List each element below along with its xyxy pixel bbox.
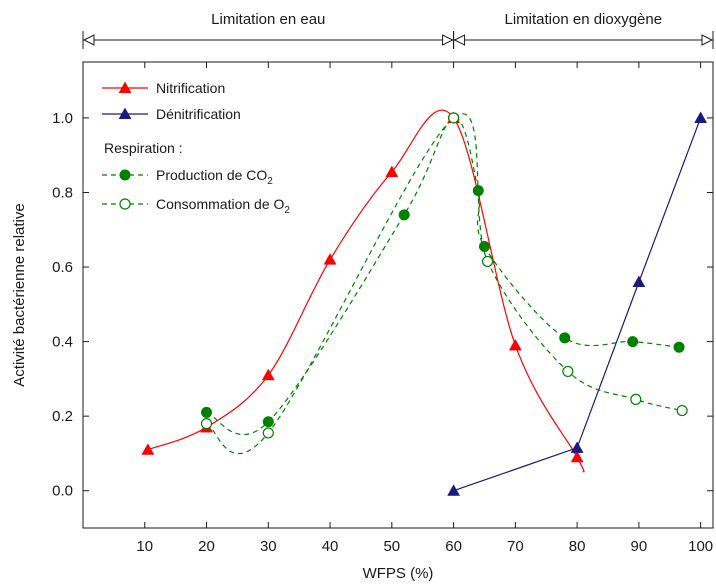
point-nitrification [385,165,399,178]
x-tick-label: 80 [569,538,586,555]
legend-marker-consommation-de-o2 [119,198,131,210]
point-production-de-co2 [478,241,490,253]
legend-marker-nitrification [118,81,132,94]
y-tick-label: 0.2 [52,408,73,425]
y-axis-label: Activité bactérienne relative [11,203,28,386]
point-nitrification [508,338,522,351]
legend-marker-production-de-co2 [119,169,131,181]
x-tick-label: 50 [383,538,400,555]
point-denitrification [447,484,461,496]
point-nitrification [261,368,275,381]
point-nitrification [141,443,155,455]
region-label: Limitation en eau [211,11,325,28]
point-production-de-co2 [201,406,213,418]
x-tick-label: 10 [136,538,153,555]
x-axis-label: WFPS (%) [363,565,434,582]
point-consommation-de-o2 [447,112,460,124]
y-tick-label: 0.8 [52,184,73,201]
point-consommation-de-o2 [200,418,213,430]
point-consommation-de-o2 [481,255,494,268]
point-nitrification [570,450,584,463]
legend-marker-denitrification [118,107,132,120]
point-consommation-de-o2 [562,365,574,378]
point-production-de-co2 [262,416,274,428]
point-nitrification [323,253,337,265]
series-line-denitrification [453,117,702,492]
y-tick-label: 0.6 [52,259,73,276]
region-arrowhead [701,34,714,46]
y-tick-label: 0.0 [52,483,73,500]
region-arrowhead [82,34,95,46]
point-consommation-de-o2 [630,393,642,405]
point-denitrification [694,111,708,123]
legend-label-denitrification: Dénitrification [156,106,241,122]
x-tick-label: 30 [260,538,277,555]
point-production-de-co2 [472,185,484,197]
point-production-de-co2 [627,336,639,348]
y-tick-label: 0.4 [52,334,73,351]
region-arrowhead [453,34,466,46]
series-line-nitrification [147,109,585,473]
series-markers [141,111,708,496]
point-production-de-co2 [398,209,410,221]
y-tick-label: 1.0 [52,110,73,127]
point-production-de-co2 [559,332,571,344]
legend-label-consommation-de-o2: Consommation de O2 [156,196,290,216]
plot-frame [82,61,714,529]
point-consommation-de-o2 [262,427,274,439]
legend: Nitrification Dénitrification Respiration … [102,80,290,216]
point-production-de-co2 [673,341,685,353]
x-tick-label: 100 [688,538,713,555]
region-arrowhead [442,34,454,46]
region-annotations: Limitation en eau Limitation en dioxygène [82,11,714,49]
legend-group-title: Respiration : [104,140,183,156]
series-line-consommation-de-o2 [206,113,683,455]
point-denitrification [632,275,646,288]
point-denitrification [570,441,584,453]
x-tick-label: 60 [445,538,462,555]
x-tick-label: 90 [631,538,648,555]
axis-ticks: 10 20 30 40 50 60 70 80 90 100 0.0 0.2 0.4 0.6 0.8 1.0 [52,62,713,555]
x-tick-label: 40 [322,538,339,555]
point-consommation-de-o2 [676,404,688,417]
series-line-production-de-co2 [206,117,680,436]
legend-label-nitrification: Nitrification [156,80,225,96]
region-label: Limitation en dioxygène [504,11,662,28]
legend-label-production-de-co2: Production de CO2 [156,167,273,187]
x-tick-label: 70 [507,538,524,555]
x-tick-label: 20 [198,538,215,555]
